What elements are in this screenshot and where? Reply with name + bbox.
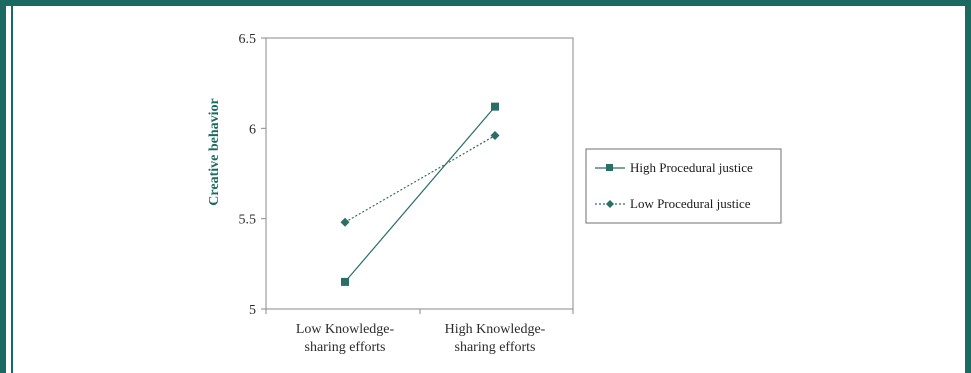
x-category-label-high: sharing efforts — [455, 340, 536, 355]
data-point-low-1 — [490, 131, 500, 141]
series-line-low-procedural-justice — [344, 135, 496, 223]
y-tick-label: 5.5 — [239, 213, 257, 228]
series-line-high-procedural-justice — [344, 106, 496, 283]
legend-marker-high — [606, 164, 613, 171]
legend-label-low: Low Procedural justice — [630, 196, 751, 211]
plot-border — [265, 37, 574, 310]
x-category-label-low: Low Knowledge- — [296, 322, 395, 337]
data-point-high-0 — [341, 277, 349, 286]
plot-area — [265, 37, 574, 310]
data-point-low-0 — [340, 217, 350, 227]
data-point-high-1 — [491, 102, 499, 111]
series-layer — [340, 102, 500, 286]
legend-marker-low — [606, 200, 614, 208]
legend-label-high: High Procedural justice — [630, 160, 753, 175]
y-axis-label: Creative behavior — [207, 98, 222, 205]
y-axis-ticks: 6.5 6 5.5 5 — [239, 32, 266, 318]
legend: High Procedural justice Low Procedural j… — [585, 148, 782, 224]
x-category-label-high: High Knowledge- — [445, 322, 546, 337]
x-category-label-low: sharing efforts — [305, 340, 386, 355]
legend-box — [585, 148, 782, 224]
x-axis-categories: Low Knowledge- sharing efforts High Know… — [265, 309, 574, 355]
y-tick-label: 5 — [249, 303, 256, 318]
y-tick-label: 6 — [249, 122, 256, 137]
frame-inner-rule — [11, 6, 13, 373]
y-tick-label: 6.5 — [239, 32, 257, 47]
